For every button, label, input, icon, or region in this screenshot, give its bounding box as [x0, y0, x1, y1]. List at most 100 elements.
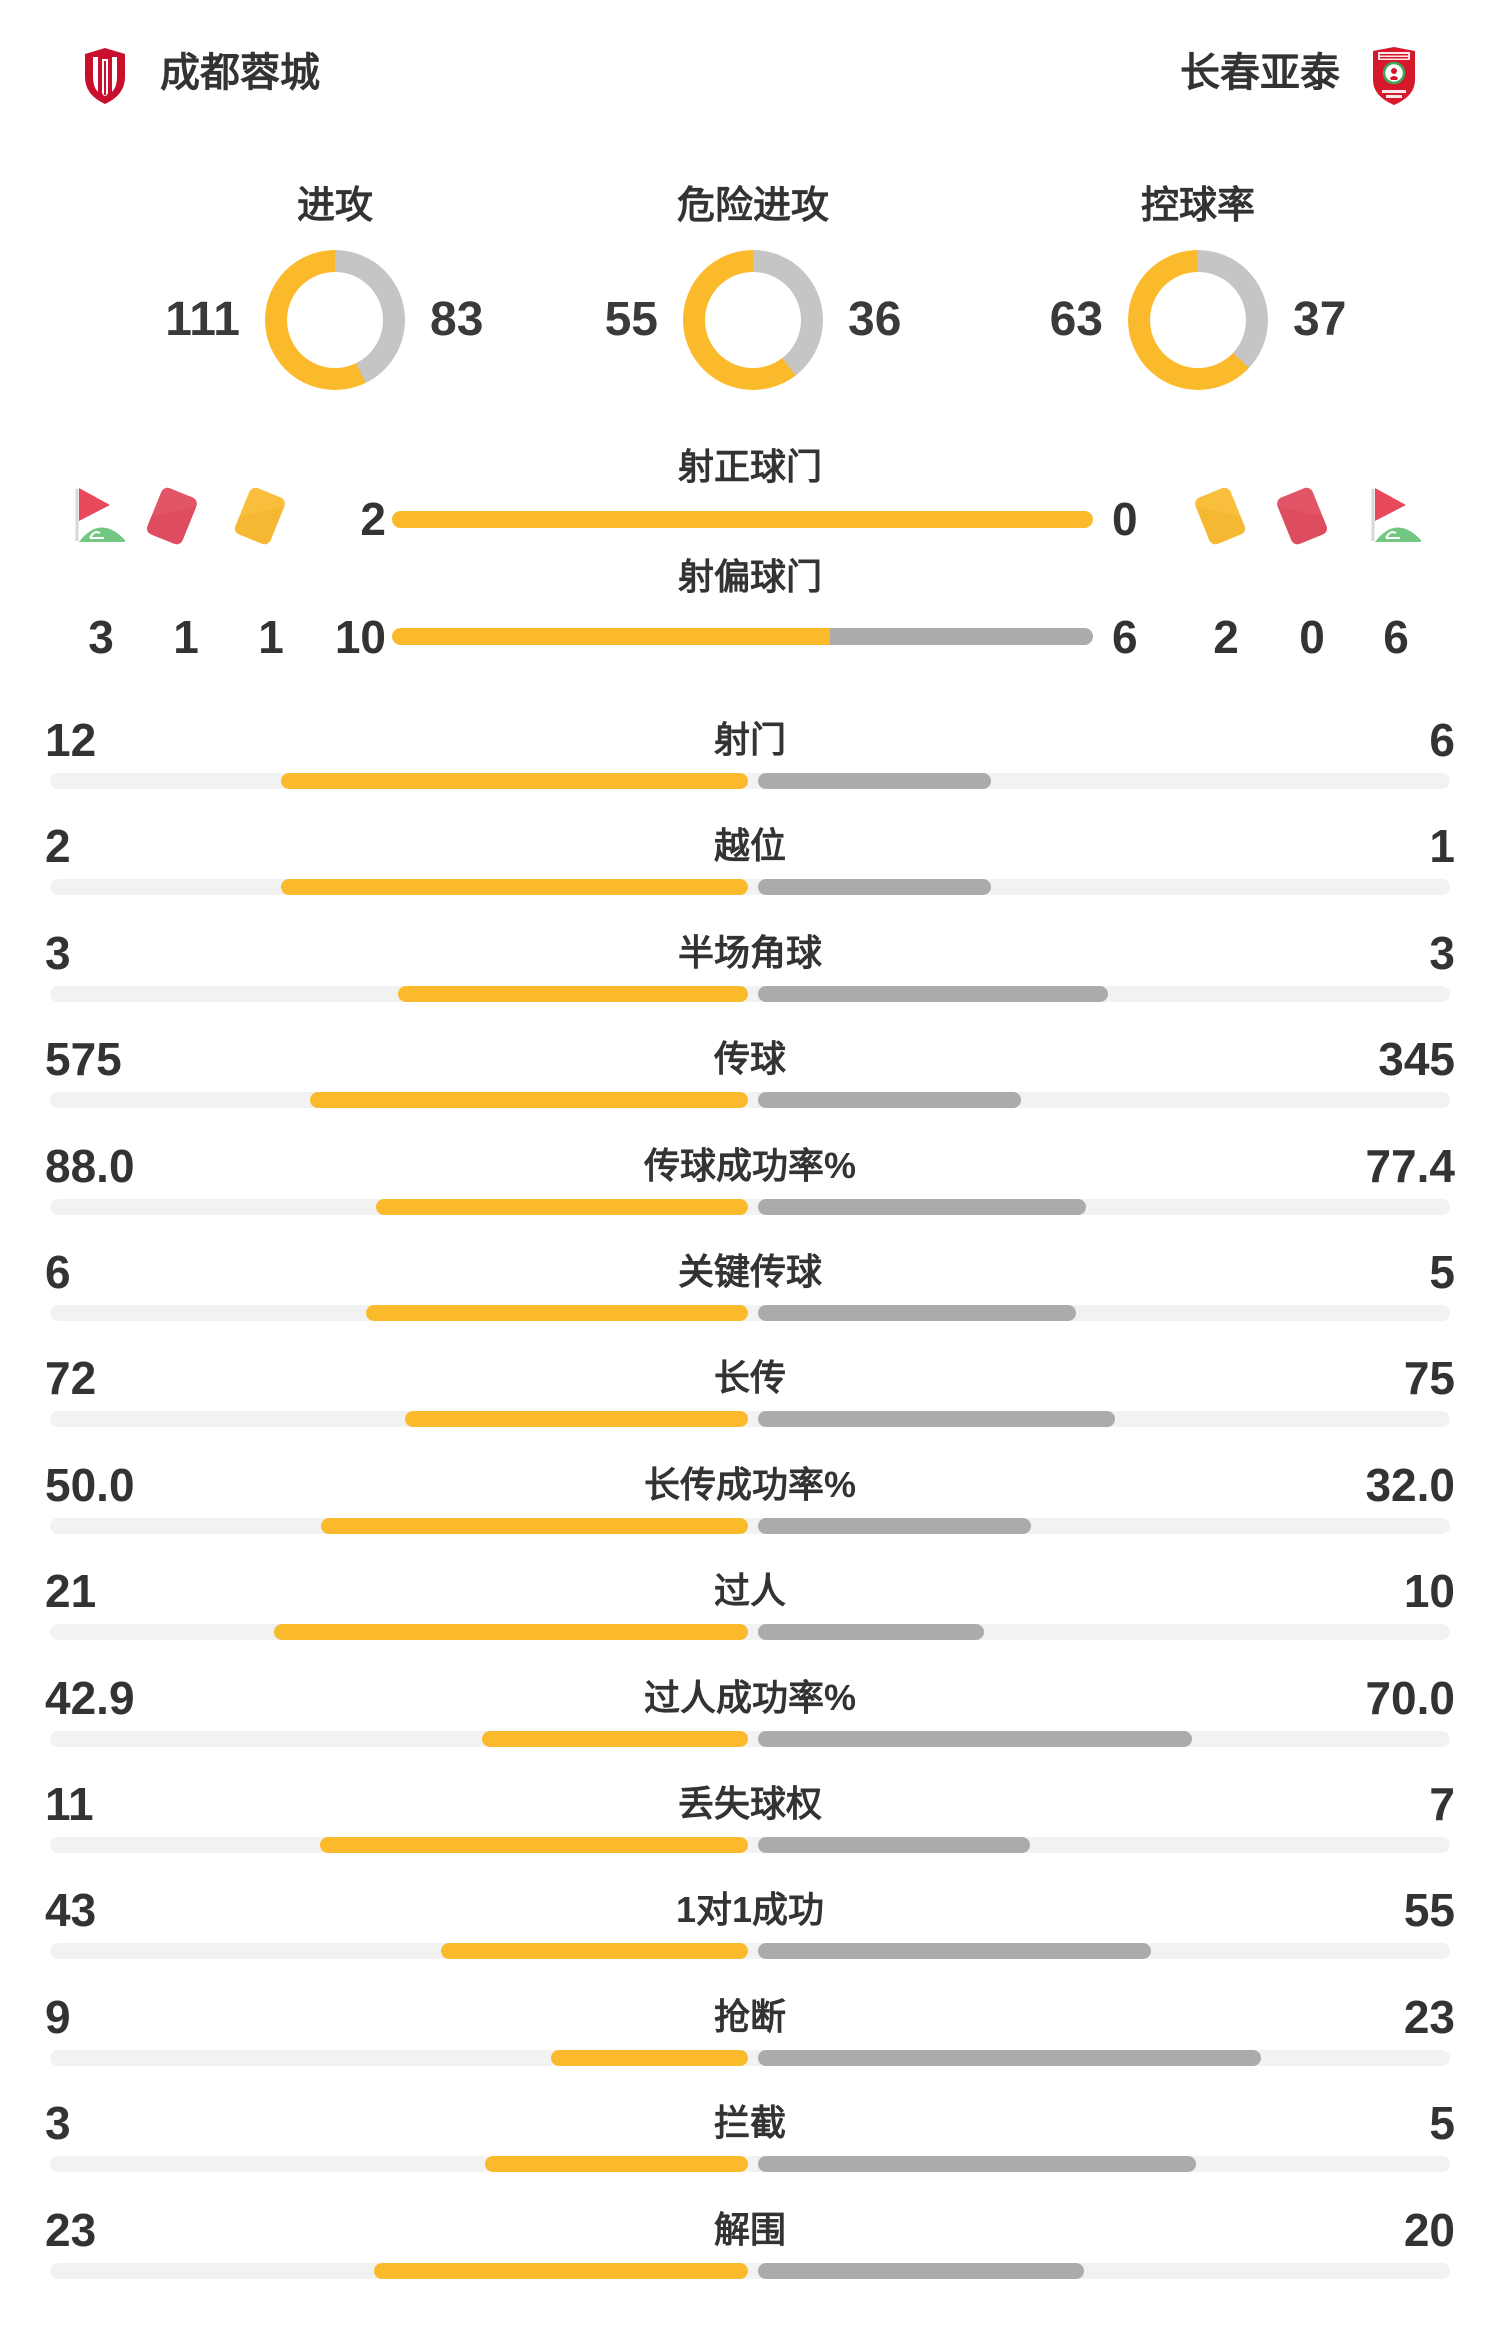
home-corners-count: 3: [88, 611, 114, 663]
away-corners-count: 6: [1383, 611, 1409, 663]
shots-on-target-label: 射正球门: [677, 446, 822, 487]
shots-on-target-bar: [392, 511, 1093, 528]
stat-bar-home: [485, 2156, 748, 2173]
shots-on-target-away-value: 0: [1112, 493, 1138, 545]
stat-bar-away: [758, 1411, 1115, 1428]
stat-bar-away: [758, 1092, 1021, 1109]
shots-on-target-home-value: 2: [360, 493, 386, 545]
stat-row-14: 23 解围 20: [0, 2200, 1500, 2300]
stat-bar-home: [551, 2049, 748, 2066]
corner-flag-icon: [70, 486, 126, 544]
stat-bar-track: [50, 1411, 1450, 1428]
stat-row-11: 43 1对1成功 55: [0, 1880, 1500, 1980]
stat-home-value: 575: [45, 1033, 122, 1086]
stat-bar-home: [374, 2262, 748, 2279]
donut-hole: [705, 272, 801, 368]
stat-label: 1对1成功: [675, 1889, 825, 1931]
stat-away-value: 23: [1403, 1990, 1455, 2043]
donut-title-dangerous-attacks: 危险进攻: [676, 185, 829, 227]
stat-bar-track: [50, 985, 1450, 1002]
stat-away-value: 7: [1429, 1778, 1455, 1830]
stat-bar-home: [441, 1943, 748, 1960]
stat-bar-away: [758, 1730, 1192, 1747]
stat-bar-track: [50, 1837, 1450, 1853]
stat-bar-home: [281, 879, 748, 896]
stat-bar-track: [50, 1943, 1450, 1960]
stat-bar-away: [758, 1305, 1076, 1321]
stat-away-value: 5: [1429, 2097, 1455, 2150]
stat-home-value: 2: [45, 820, 71, 873]
stat-home-value: 12: [45, 714, 97, 766]
stat-home-value: 50.0: [45, 1458, 135, 1511]
dangerous-attacks-away-value: 36: [848, 293, 902, 346]
attacks-donut-chart: [265, 250, 405, 390]
stat-bar-track: [50, 2156, 1450, 2173]
stat-bar-track: [50, 879, 1450, 896]
stat-away-value: 10: [1403, 1565, 1455, 1618]
attacks-away-value: 83: [430, 293, 484, 346]
away-yellow-cards-count: 2: [1213, 611, 1239, 663]
home-team-name: 成都蓉城: [160, 51, 320, 95]
attacks-home-value: 111: [165, 293, 240, 346]
stat-away-value: 345: [1378, 1033, 1455, 1086]
stat-row-0: 12 射门 6: [0, 710, 1500, 810]
stat-bar-track: [50, 1198, 1450, 1215]
stat-label: 丢失球权: [677, 1783, 822, 1824]
away-team-logo: [1372, 46, 1416, 106]
possession-home-value: 63: [1049, 293, 1103, 346]
home-yellow-cards-count: 1: [258, 611, 284, 663]
stat-label: 长传成功率%: [643, 1463, 856, 1505]
stat-bar-track: [50, 1092, 1450, 1109]
stat-bar-away: [758, 1198, 1086, 1215]
away-bar-segment: [830, 628, 1093, 645]
stat-bar-away: [758, 1837, 1030, 1853]
stat-bar-track: [50, 1730, 1450, 1747]
stat-bar-away: [758, 773, 991, 789]
stat-row-5: 6 关键传球 5: [0, 1242, 1500, 1342]
stat-label: 过人: [713, 1570, 786, 1612]
stat-row-6: 72 长传 75: [0, 1348, 1500, 1448]
stat-away-value: 77.4: [1365, 1139, 1455, 1192]
stat-label: 射门: [713, 719, 786, 760]
stat-label: 抢断: [713, 1995, 786, 2037]
donut-title-possession: 控球率: [1140, 185, 1255, 227]
stat-row-8: 21 过人 10: [0, 1561, 1500, 1661]
stat-row-4: 88.0 传球成功率% 77.4: [0, 1136, 1500, 1236]
stat-home-value: 42.9: [45, 1671, 135, 1724]
stat-bar-away: [758, 2049, 1261, 2066]
shots-off-target-bar: [392, 628, 1093, 645]
stat-bar-away: [758, 985, 1108, 1002]
stat-label: 传球: [713, 1038, 786, 1080]
stat-label: 长传: [713, 1357, 786, 1399]
stat-home-value: 23: [45, 2203, 97, 2256]
red-card-icon: [144, 484, 201, 547]
stat-bar-home: [366, 1305, 748, 1321]
home-team-logo: [83, 47, 127, 105]
stat-bar-away: [758, 2262, 1084, 2279]
stat-bar-home: [310, 1092, 748, 1109]
red-card-icon: [1274, 484, 1331, 547]
shots-off-target-label: 射偏球门: [677, 556, 822, 597]
stat-home-value: 21: [45, 1565, 97, 1618]
donut-hole: [1150, 272, 1246, 368]
home-bar-segment: [392, 511, 1093, 528]
corner-flag-icon: [1366, 486, 1422, 544]
stat-label: 解围: [713, 2208, 786, 2250]
stat-home-value: 11: [45, 1778, 94, 1830]
stat-home-value: 3: [45, 2097, 71, 2150]
possession-away-value: 37: [1293, 293, 1347, 346]
stat-row-10: 11 丢失球权 7: [0, 1774, 1500, 1874]
stat-row-7: 50.0 长传成功率% 32.0: [0, 1455, 1500, 1555]
home-red-cards-count: 1: [173, 611, 199, 663]
stat-bar-track: [50, 1517, 1450, 1534]
stat-away-value: 32.0: [1365, 1458, 1455, 1511]
dangerous-attacks-home-value: 55: [604, 293, 658, 346]
stat-row-2: 3 半场角球 3: [0, 923, 1500, 1023]
shots-off-target-home-value: 10: [334, 611, 386, 663]
stat-home-value: 43: [45, 1884, 97, 1937]
stat-home-value: 88.0: [45, 1139, 135, 1192]
stat-row-1: 2 越位 1: [0, 816, 1500, 916]
stat-label: 关键传球: [677, 1251, 822, 1292]
stat-bar-away: [758, 2156, 1196, 2173]
